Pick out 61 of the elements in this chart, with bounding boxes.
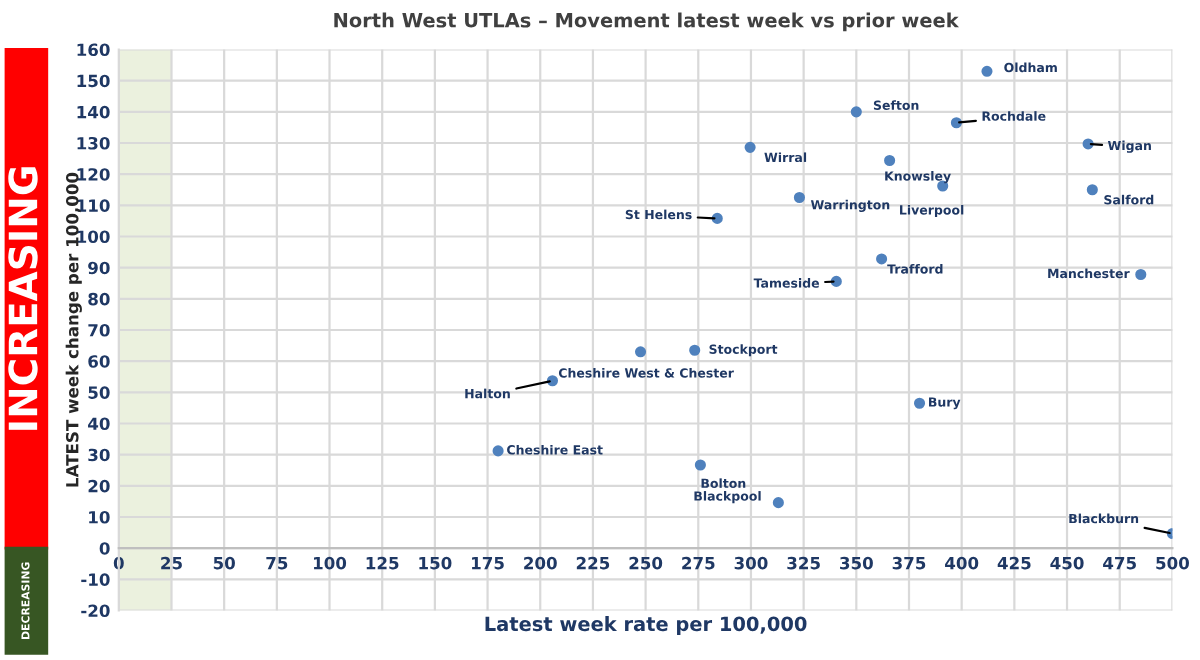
x-tick-label: 300 — [734, 556, 768, 570]
point — [981, 65, 993, 77]
point — [634, 346, 647, 358]
point — [711, 212, 723, 224]
x-tick-label: 175 — [472, 557, 504, 570]
x-tick-label: 75 — [266, 557, 288, 570]
point — [1082, 138, 1094, 150]
point — [689, 344, 701, 356]
point — [492, 445, 504, 457]
x-tick-label: 450 — [1050, 556, 1084, 570]
point — [744, 141, 756, 153]
x-axis-title: Latest week rate per 100,000 — [485, 616, 807, 635]
y-tick-label: -10 — [81, 573, 110, 586]
y-tick-label: 60 — [88, 355, 110, 368]
y-tick-label: 70 — [88, 323, 110, 337]
y-tick-label: 20 — [88, 479, 110, 493]
x-tick-label: 400 — [945, 556, 979, 570]
x-tick-label: 25 — [161, 556, 182, 570]
y-tick-label: 110 — [77, 199, 110, 212]
x-tick-label: 250 — [629, 556, 663, 570]
x-tick-label: 325 — [787, 556, 820, 570]
y-tick-label: 0 — [99, 542, 110, 555]
point — [772, 497, 784, 509]
y-tick-label: 120 — [77, 168, 110, 181]
x-tick-label: 500 — [1156, 556, 1189, 570]
x-tick-label: 225 — [576, 556, 610, 570]
point — [1086, 184, 1098, 196]
point — [793, 191, 805, 204]
chart-title: North West UTLAs – Movement latest week vs prior week — [334, 12, 960, 32]
x-tick-label: 350 — [840, 556, 873, 570]
point — [1135, 268, 1147, 281]
y-tick-label: 160 — [77, 43, 110, 57]
y-tick-label: 10 — [89, 510, 110, 524]
x-tick-label: 200 — [524, 556, 557, 570]
point — [884, 154, 896, 167]
y-tick-label: -20 — [81, 604, 110, 618]
point — [950, 117, 962, 129]
x-tick-label: 100 — [314, 556, 347, 570]
x-tick-label: 125 — [366, 556, 399, 570]
y-axis-title: LATEST week change per 100,000 — [65, 172, 82, 487]
x-tick-label: 275 — [682, 556, 715, 570]
x-tick-label: 50 — [213, 556, 235, 570]
point — [913, 397, 926, 409]
y-tick-label: 40 — [88, 417, 110, 431]
y-tick-label: 130 — [77, 136, 110, 150]
y-tick-label: 140 — [77, 105, 110, 119]
y-tick-label: 90 — [88, 261, 110, 275]
y-tick-label: 150 — [77, 74, 110, 88]
y-tick-label: 100 — [77, 230, 110, 244]
point — [876, 253, 888, 265]
point — [694, 459, 706, 471]
y-tick-label: 50 — [88, 386, 110, 399]
y-tick-label: 30 — [88, 448, 110, 462]
x-tick-label: 425 — [997, 556, 1031, 570]
x-tick-label: 475 — [1103, 557, 1136, 570]
point — [850, 106, 862, 118]
x-tick-label: 375 — [892, 556, 926, 570]
text: INCREASING — [8, 167, 38, 430]
point — [546, 375, 559, 387]
x-tick-label: 150 — [419, 556, 452, 570]
y-tick-label: 80 — [88, 292, 110, 306]
